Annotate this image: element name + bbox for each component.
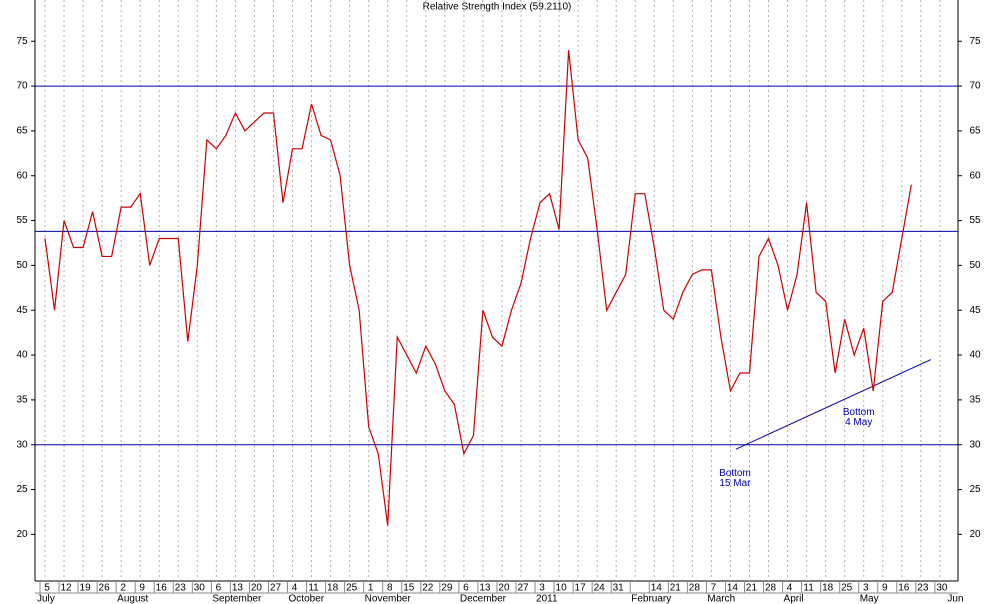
x-tick-label: 20 bbox=[498, 583, 510, 594]
x-tick-label: 21 bbox=[670, 583, 682, 594]
x-tick-label: 14 bbox=[727, 583, 739, 594]
x-tick-label: 8 bbox=[387, 583, 393, 594]
x-tick-label: 25 bbox=[346, 583, 358, 594]
y-tick-label: 35 bbox=[16, 395, 28, 406]
y-tick-label: 25 bbox=[969, 484, 981, 495]
x-tick-label: 11 bbox=[308, 583, 319, 594]
x-tick-label: 30 bbox=[936, 583, 948, 594]
x-tick-label: 27 bbox=[270, 583, 282, 594]
y-tick-label: 30 bbox=[16, 439, 28, 450]
x-tick-label: 18 bbox=[327, 583, 339, 594]
x-tick-label: 7 bbox=[711, 583, 717, 594]
annotation: Bottom bbox=[843, 407, 875, 418]
x-tick-label: 26 bbox=[99, 583, 111, 594]
x-tick-label: 16 bbox=[898, 583, 910, 594]
y-tick-label: 70 bbox=[16, 81, 28, 92]
month-label: October bbox=[289, 594, 325, 604]
x-tick-label: 4 bbox=[292, 583, 298, 594]
x-tick-label: 31 bbox=[613, 583, 625, 594]
x-tick-label: 28 bbox=[765, 583, 777, 594]
x-tick-label: 3 bbox=[863, 583, 869, 594]
x-tick-label: 29 bbox=[441, 583, 453, 594]
y-tick-label: 20 bbox=[16, 529, 28, 540]
y-tick-label: 45 bbox=[16, 305, 28, 316]
x-tick-label: 14 bbox=[651, 583, 663, 594]
y-tick-label: 65 bbox=[969, 126, 981, 137]
x-tick-label: 9 bbox=[139, 583, 145, 594]
month-label: April bbox=[784, 594, 804, 604]
y-tick-label: 30 bbox=[969, 439, 981, 450]
x-tick-label: 10 bbox=[556, 583, 568, 594]
x-tick-label: 19 bbox=[80, 583, 92, 594]
x-tick-label: 13 bbox=[232, 583, 244, 594]
x-tick-label: 2 bbox=[120, 583, 126, 594]
x-tick-label: 6 bbox=[216, 583, 222, 594]
x-tick-label: 24 bbox=[594, 583, 606, 594]
rsi-line bbox=[44, 50, 912, 526]
y-tick-label: 45 bbox=[969, 305, 981, 316]
month-label: December bbox=[460, 594, 507, 604]
x-tick-label: 1 bbox=[368, 583, 374, 594]
y-tick-label: 60 bbox=[969, 170, 981, 181]
y-tick-label: 75 bbox=[16, 36, 28, 47]
y-tick-label: 65 bbox=[16, 126, 28, 137]
x-tick-label: 21 bbox=[746, 583, 758, 594]
x-tick-label: 25 bbox=[841, 583, 853, 594]
x-tick-label: 27 bbox=[517, 583, 529, 594]
y-tick-label: 50 bbox=[969, 260, 981, 271]
annotation: 15 Mar bbox=[719, 478, 751, 489]
month-label: March bbox=[707, 594, 735, 604]
x-tick-label: 23 bbox=[917, 583, 929, 594]
annotation: Bottom bbox=[719, 468, 751, 479]
month-label: August bbox=[117, 594, 148, 604]
y-tick-label: 40 bbox=[16, 350, 28, 361]
x-tick-label: 18 bbox=[822, 583, 834, 594]
y-tick-label: 40 bbox=[969, 350, 981, 361]
trend-line bbox=[735, 359, 932, 450]
x-tick-label: 5 bbox=[44, 583, 50, 594]
x-tick-label: 16 bbox=[156, 583, 168, 594]
month-label: 2011 bbox=[536, 594, 558, 604]
x-tick-label: 17 bbox=[575, 583, 587, 594]
x-tick-label: 6 bbox=[463, 583, 469, 594]
x-tick-label: 22 bbox=[422, 583, 434, 594]
y-tick-label: 50 bbox=[16, 260, 28, 271]
x-tick-label: 28 bbox=[689, 583, 701, 594]
x-tick-label: 23 bbox=[175, 583, 187, 594]
x-tick-label: 11 bbox=[803, 583, 814, 594]
x-tick-label: 3 bbox=[539, 583, 545, 594]
x-tick-label: 13 bbox=[479, 583, 491, 594]
y-tick-label: 55 bbox=[16, 215, 28, 226]
y-tick-label: 35 bbox=[969, 395, 981, 406]
y-tick-label: 75 bbox=[969, 36, 981, 47]
y-tick-label: 55 bbox=[969, 215, 981, 226]
y-tick-label: 60 bbox=[16, 170, 28, 181]
month-label: February bbox=[631, 594, 671, 604]
x-tick-label: 15 bbox=[403, 583, 415, 594]
x-tick-label: 12 bbox=[60, 583, 72, 594]
y-tick-label: 25 bbox=[16, 484, 28, 495]
month-label: July bbox=[37, 594, 55, 604]
annotation: 4 May bbox=[845, 417, 872, 428]
month-label: May bbox=[860, 594, 879, 604]
month-label: Jun bbox=[947, 594, 963, 604]
y-tick-label: 70 bbox=[969, 81, 981, 92]
month-label: November bbox=[365, 594, 412, 604]
y-tick-label: 20 bbox=[969, 529, 981, 540]
month-label: September bbox=[212, 594, 262, 604]
x-tick-label: 9 bbox=[882, 583, 888, 594]
x-tick-label: 4 bbox=[787, 583, 793, 594]
x-tick-label: 30 bbox=[194, 583, 206, 594]
chart-title: Relative Strength Index (59.2110) bbox=[423, 2, 572, 13]
x-tick-label: 20 bbox=[251, 583, 263, 594]
